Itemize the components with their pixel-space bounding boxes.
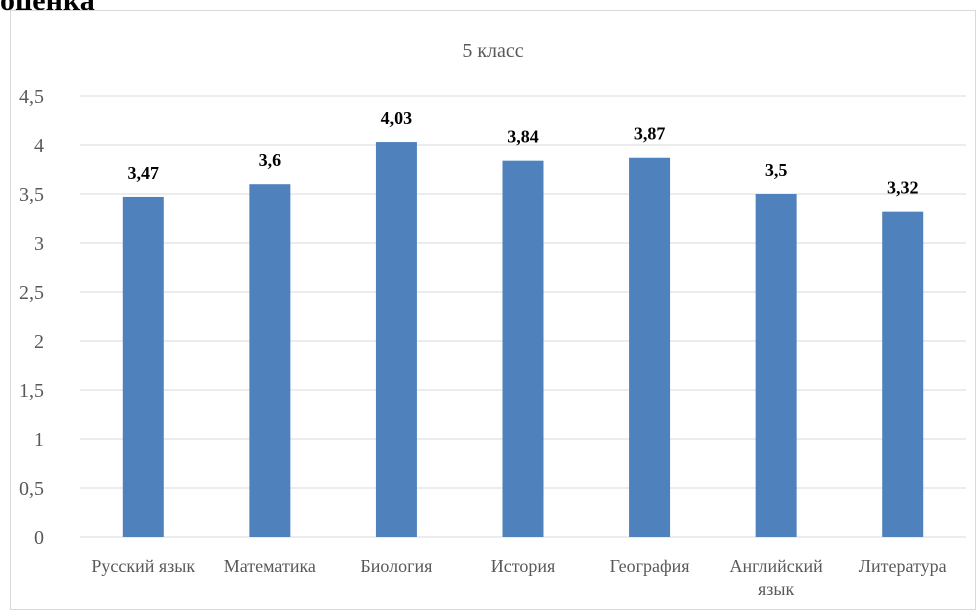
x-axis-tick-labels: Русский язык Математика Биология История Гео… (91, 556, 946, 599)
bar (375, 142, 417, 537)
bar-chart: 5 класс 0 0,5 1 1,5 2 2,5 3 3,5 4 4,5 3,47 3,6 4,03… (19, 40, 966, 599)
data-label: 3,87 (634, 124, 666, 144)
y-tick-label: 4 (34, 135, 44, 157)
bars (122, 142, 924, 538)
x-tick-label: язык (758, 579, 794, 599)
data-label: 3,84 (507, 127, 539, 147)
data-label: 3,47 (128, 163, 160, 183)
data-label: 3,6 (259, 150, 282, 170)
data-labels: 3,47 3,6 4,03 3,84 3,87 3,5 3,32 (128, 108, 919, 198)
chart-title: 5 класс (462, 40, 523, 62)
x-tick-label: Английский (729, 556, 823, 576)
chart-frame: 5 класс 0 0,5 1 1,5 2 2,5 3 3,5 4 4,5 3,47 3,6 4,03… (10, 10, 976, 610)
bar (755, 194, 797, 537)
bar (122, 196, 164, 537)
y-tick-label: 0 (34, 527, 44, 549)
y-axis-tick-labels: 0 0,5 1 1,5 2 2,5 3 3,5 4 4,5 (19, 86, 44, 549)
x-tick-label: Математика (224, 556, 316, 576)
x-tick-label: Русский язык (91, 556, 195, 576)
bar (249, 184, 291, 537)
y-tick-label: 2,5 (19, 282, 44, 304)
bar (502, 160, 544, 537)
data-label: 4,03 (381, 108, 413, 128)
data-label: 3,5 (765, 160, 788, 180)
y-tick-label: 1 (34, 429, 44, 451)
y-tick-label: 1,5 (19, 380, 44, 402)
y-tick-label: 3 (34, 233, 44, 255)
y-tick-label: 2 (34, 331, 44, 353)
x-tick-label: Биология (360, 556, 432, 576)
data-label: 3,32 (887, 178, 919, 198)
y-tick-label: 0,5 (19, 478, 44, 500)
bar (882, 211, 924, 537)
y-tick-label: 3,5 (19, 184, 44, 206)
x-tick-label: Литература (859, 556, 947, 576)
bar (629, 157, 671, 538)
y-tick-label: 4,5 (19, 86, 44, 108)
x-tick-label: География (610, 556, 690, 576)
x-tick-label: История (491, 556, 556, 576)
